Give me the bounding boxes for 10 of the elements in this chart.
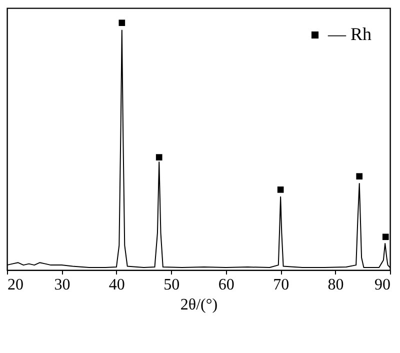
x-tick-label: 60 — [218, 276, 234, 294]
x-tick-label: 90 — [374, 276, 390, 294]
x-tick-label: 80 — [328, 276, 344, 294]
x-tick-label: 20 — [8, 276, 24, 294]
x-tick-label: 70 — [273, 276, 290, 294]
legend-label: — Rh — [327, 24, 372, 44]
x-tick-label: 40 — [108, 276, 125, 294]
x-tick-label: 30 — [54, 276, 70, 294]
x-tick-label: 50 — [164, 276, 180, 294]
x-axis-title: 2θ/(°) — [180, 296, 218, 314]
